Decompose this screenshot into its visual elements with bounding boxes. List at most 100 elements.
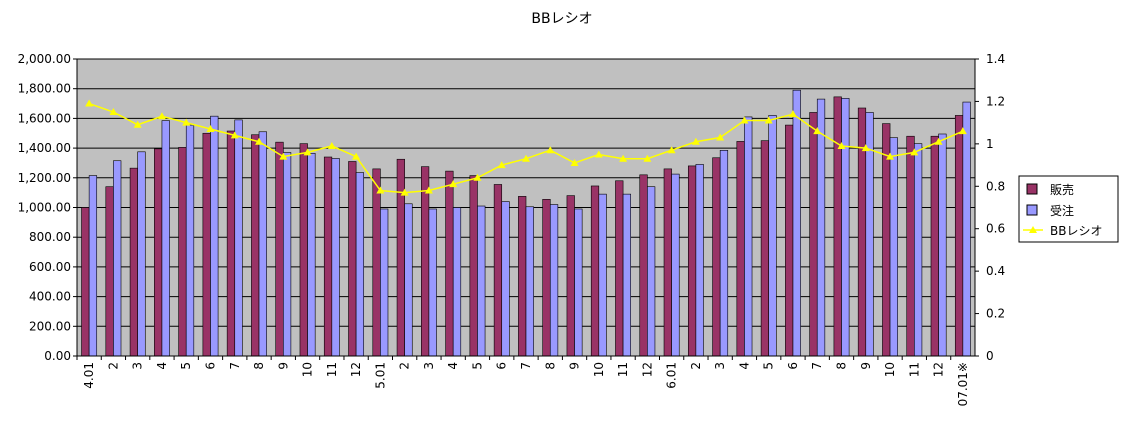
ratio-point — [522, 154, 530, 162]
x-tick-label: 12 — [349, 362, 363, 377]
x-tick-label: 10 — [883, 362, 897, 377]
x-tick-label: 12 — [640, 362, 654, 377]
left-tick-label: 200.00 — [29, 319, 71, 333]
x-tick-label: 10 — [592, 362, 606, 377]
bar-juchu — [962, 101, 971, 357]
left-tick-label: 1,600.00 — [18, 111, 71, 125]
bar-hanbai — [372, 168, 381, 357]
right-tick-label: 0.6 — [986, 222, 1005, 236]
ratio-point — [497, 161, 506, 169]
ratio-point — [133, 120, 142, 128]
x-tick-label: 8 — [543, 362, 557, 370]
ratio-point — [740, 116, 749, 124]
x-tick-label: 11 — [325, 362, 339, 377]
legend-swatch-juchu — [1026, 204, 1038, 216]
bar-hanbai — [760, 140, 770, 357]
bar-juchu — [234, 119, 243, 357]
x-tick-label: 5 — [762, 362, 776, 370]
x-tick-label: 3 — [713, 362, 727, 370]
ratio-point — [546, 146, 555, 154]
bar-juchu — [549, 204, 559, 357]
ratio-point — [643, 154, 652, 162]
right-tick-label: 0.2 — [986, 307, 1005, 321]
left-tick-label: 1,800.00 — [18, 82, 71, 96]
ratio-point — [352, 152, 361, 160]
left-tick-label: 400.00 — [29, 290, 71, 304]
ratio-point — [861, 144, 870, 152]
right-tick-label: 1.4 — [986, 52, 1005, 66]
bar-juchu — [331, 158, 340, 357]
ratio-point — [813, 127, 822, 135]
bar-juchu — [671, 173, 680, 357]
ratio-point — [570, 158, 579, 166]
x-tick-label: 8 — [835, 362, 849, 370]
bar-juchu — [744, 116, 753, 357]
bar-hanbai — [396, 158, 405, 357]
bar-hanbai — [785, 124, 794, 357]
x-tick-label: 11 — [907, 362, 921, 377]
bar-hanbai — [493, 184, 503, 357]
ratio-point — [230, 131, 239, 139]
x-tick-label: 9 — [568, 362, 582, 370]
bar-hanbai — [348, 161, 357, 357]
x-tick-label: 12 — [932, 362, 946, 377]
ratio-point — [449, 180, 458, 188]
bar-juchu — [622, 193, 631, 357]
left-tick-label: 2,000.00 — [18, 52, 71, 66]
bar-hanbai — [445, 170, 454, 357]
legend-marker-ratio — [1029, 226, 1037, 233]
left-tick-label: 1,000.00 — [18, 201, 71, 215]
right-tick-label: 0 — [986, 349, 994, 363]
bar-juchu — [452, 207, 462, 357]
bar-juchu — [161, 120, 170, 357]
bar-juchu — [889, 137, 898, 357]
bar-juchu — [792, 89, 801, 357]
ratio-point — [109, 108, 118, 116]
x-tick-label: 4 — [446, 362, 460, 370]
bar-hanbai — [930, 135, 939, 357]
right-tick-label: 1.2 — [986, 94, 1005, 108]
x-tick-label: 10 — [301, 362, 315, 377]
bar-juchu — [695, 164, 704, 357]
x-tick-label: 2 — [398, 362, 412, 370]
bar-juchu — [355, 172, 365, 357]
x-tick-label: 11 — [616, 362, 630, 377]
ratio-point — [303, 148, 312, 156]
bar-juchu — [598, 193, 607, 357]
ratio-point — [691, 137, 700, 145]
left-tick-label: 600.00 — [29, 260, 71, 274]
bar-hanbai — [566, 195, 575, 357]
bar-juchu — [768, 115, 777, 357]
ratio-point — [279, 152, 288, 160]
bar-juchu — [938, 133, 947, 357]
x-tick-label: 07.01※ — [956, 362, 970, 406]
ratio-point — [667, 146, 676, 154]
bar-juchu — [525, 206, 534, 357]
bar-series — [81, 89, 971, 357]
bar-hanbai — [421, 166, 430, 357]
bar-juchu — [719, 150, 729, 357]
bar-juchu — [185, 124, 195, 357]
ratio-point — [619, 154, 628, 162]
bar-juchu — [113, 160, 122, 357]
ratio-point — [400, 188, 409, 196]
ratio-point — [716, 133, 725, 141]
chart-title: BBレシオ — [531, 11, 592, 27]
bar-hanbai — [81, 207, 90, 357]
bar-hanbai — [712, 157, 721, 357]
x-tick-label: 6 — [495, 362, 509, 370]
left-tick-label: 1,200.00 — [18, 171, 71, 185]
bar-juchu — [914, 143, 923, 357]
ratio-point — [788, 110, 797, 118]
left-tick-label: 1,400.00 — [18, 141, 71, 155]
ratio-point — [157, 112, 166, 120]
x-tick-label: 5 — [179, 362, 193, 370]
bar-juchu — [477, 205, 486, 357]
ratio-point — [206, 125, 215, 133]
ratio-point — [910, 148, 919, 156]
bar-hanbai — [518, 196, 527, 357]
bar-juchu — [841, 98, 850, 357]
x-tick-label: 2 — [689, 362, 703, 370]
